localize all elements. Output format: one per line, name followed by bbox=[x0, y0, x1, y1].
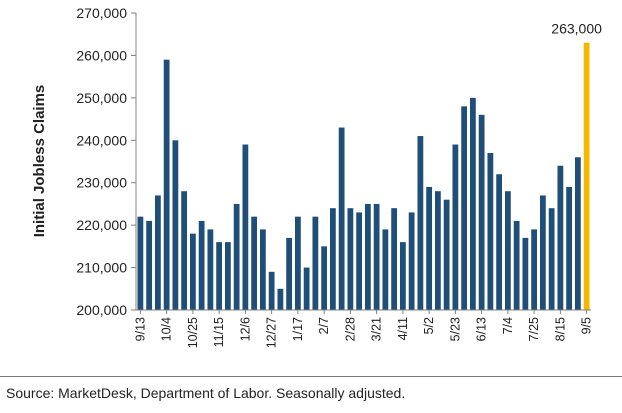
x-tick-label: 5/23 bbox=[448, 317, 462, 341]
bar bbox=[259, 229, 266, 310]
bar bbox=[364, 203, 371, 310]
bar bbox=[504, 191, 511, 310]
y-axis-ticks: 200,000 210,000 220,000 230,000 240,000 250,0… bbox=[76, 5, 136, 318]
x-tick-label: 7/4 bbox=[501, 317, 515, 334]
bar bbox=[382, 229, 389, 310]
bar bbox=[242, 144, 249, 310]
x-tick-label: 9/5 bbox=[580, 317, 594, 334]
y-tick-label: 270,000 bbox=[76, 5, 127, 21]
x-tick-label: 3/21 bbox=[370, 317, 384, 341]
bar bbox=[268, 271, 275, 310]
bar bbox=[277, 288, 284, 310]
bar bbox=[224, 242, 231, 310]
bar bbox=[399, 242, 406, 310]
bar bbox=[286, 237, 293, 310]
bar bbox=[312, 216, 319, 310]
bar bbox=[566, 186, 573, 310]
x-tick-label: 8/15 bbox=[553, 317, 567, 341]
bar bbox=[137, 216, 144, 310]
bar bbox=[513, 220, 520, 310]
latest-value-annotation: 263,000 bbox=[551, 21, 602, 37]
bar bbox=[487, 153, 494, 310]
x-tick-label: 12/6 bbox=[238, 317, 252, 341]
bar bbox=[531, 229, 538, 310]
x-tick-label: 6/13 bbox=[475, 317, 489, 341]
bar bbox=[391, 208, 398, 310]
bar bbox=[574, 157, 581, 310]
bar bbox=[198, 220, 205, 310]
y-tick-label: 240,000 bbox=[76, 132, 127, 148]
bar bbox=[251, 216, 258, 310]
bar bbox=[373, 203, 380, 310]
footer-divider bbox=[0, 376, 622, 377]
bar-latest-highlight bbox=[583, 42, 590, 310]
y-tick-label: 230,000 bbox=[76, 175, 127, 191]
y-tick-label: 260,000 bbox=[76, 47, 127, 63]
y-tick-label: 200,000 bbox=[76, 302, 127, 318]
bar bbox=[417, 136, 424, 310]
bar bbox=[539, 195, 546, 310]
x-tick-label: 11/15 bbox=[212, 317, 226, 347]
bar bbox=[172, 140, 179, 310]
bar bbox=[434, 191, 441, 310]
bar bbox=[478, 114, 485, 310]
bar bbox=[452, 144, 459, 310]
bar bbox=[294, 216, 301, 310]
x-tick-label: 5/2 bbox=[422, 317, 436, 334]
bar bbox=[443, 199, 450, 310]
bar bbox=[338, 127, 345, 310]
x-tick-label: 7/25 bbox=[527, 317, 541, 341]
bar bbox=[522, 237, 529, 310]
bar bbox=[496, 174, 503, 310]
source-note: Source: MarketDesk, Department of Labor.… bbox=[6, 385, 406, 401]
bar bbox=[321, 246, 328, 310]
bar bbox=[146, 220, 153, 310]
x-tick-label: 12/27 bbox=[265, 317, 279, 348]
x-tick-label: 10/25 bbox=[186, 317, 200, 348]
bar bbox=[216, 242, 223, 310]
bar bbox=[207, 229, 214, 310]
bar bbox=[154, 195, 161, 310]
y-tick-label: 250,000 bbox=[76, 90, 127, 106]
bar bbox=[408, 212, 415, 310]
x-axis-ticks: 9/13 10/4 10/25 11/15 12/6 12/27 1/17 2/7 2/28 3/… bbox=[133, 310, 594, 348]
x-tick-label: 4/11 bbox=[396, 317, 410, 340]
bar bbox=[347, 208, 354, 310]
jobless-claims-chart: 200,000 210,000 220,000 230,000 240,000 250,0… bbox=[31, 5, 602, 348]
y-tick-label: 220,000 bbox=[76, 217, 127, 233]
bar bbox=[329, 208, 336, 310]
x-tick-label: 1/17 bbox=[291, 317, 305, 341]
x-tick-label: 2/28 bbox=[343, 317, 357, 341]
x-tick-label: 2/7 bbox=[317, 317, 331, 334]
bar bbox=[189, 233, 196, 310]
x-tick-label: 10/4 bbox=[160, 317, 174, 341]
bar bbox=[469, 97, 476, 310]
bar bbox=[557, 165, 564, 310]
bar bbox=[233, 203, 240, 310]
x-tick-label: 9/13 bbox=[133, 317, 147, 341]
bars bbox=[137, 42, 590, 310]
bar bbox=[426, 186, 433, 310]
y-tick-label: 210,000 bbox=[76, 260, 127, 276]
bar bbox=[461, 106, 468, 310]
bar bbox=[181, 191, 188, 310]
y-axis-label: Initial Jobless Claims bbox=[31, 85, 48, 238]
bar bbox=[303, 267, 310, 310]
bar bbox=[356, 212, 363, 310]
bar bbox=[548, 208, 555, 310]
bar bbox=[163, 59, 170, 310]
